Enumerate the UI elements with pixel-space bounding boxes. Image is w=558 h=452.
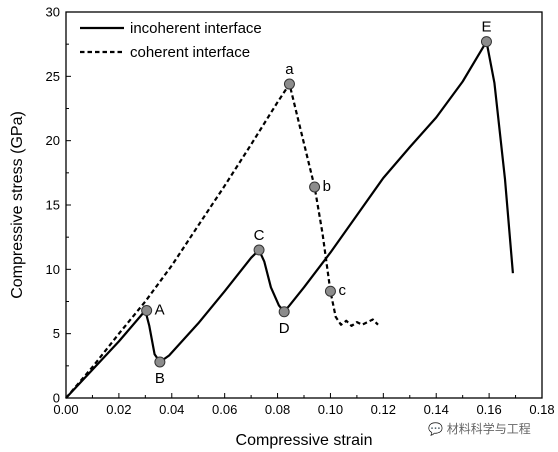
marker-point (309, 181, 321, 193)
wechat-icon: 💬 (428, 422, 443, 436)
marker-point (141, 305, 153, 317)
y-tick-label: 20 (46, 133, 60, 148)
marker-point (324, 285, 336, 297)
x-tick-label: 0.18 (529, 402, 554, 417)
point-label: B (155, 370, 165, 387)
x-tick-label: 0.10 (318, 402, 343, 417)
y-tick-label: 15 (46, 198, 60, 213)
series-layer (65, 40, 514, 399)
x-tick-label: 0.16 (476, 402, 501, 417)
x-tick-label: 0.14 (424, 402, 449, 417)
point-label: a (285, 61, 294, 78)
legend-label: incoherent interface (130, 20, 262, 37)
point-label: c (338, 282, 346, 299)
series-line-incoherent (65, 40, 514, 399)
x-tick-label: 0.06 (212, 402, 237, 417)
y-tick-label: 30 (46, 5, 60, 20)
marker-point (480, 36, 492, 48)
x-tick-label: 0.08 (265, 402, 290, 417)
point-label: C (254, 227, 265, 244)
point-label: E (481, 19, 491, 36)
x-tick-label: 0.02 (106, 402, 131, 417)
y-tick-label: 25 (46, 69, 60, 84)
series-line-coherent (65, 83, 379, 399)
point-label: b (323, 178, 331, 195)
marker-point (278, 306, 290, 318)
y-axis: 0 5 10 15 20 25 30 (46, 5, 71, 406)
watermark: 💬 材料科学与工程 (428, 420, 531, 437)
marker-point (283, 78, 295, 90)
y-tick-label: 0 (53, 391, 60, 406)
marker-point (154, 356, 166, 368)
y-tick-label: 5 (53, 326, 60, 341)
watermark-text: 材料科学与工程 (446, 422, 531, 436)
y-axis-title: Compressive stress (GPa) (9, 111, 26, 299)
marker-layer: A B C D Ea b c (141, 19, 492, 387)
x-tick-label: 0.04 (159, 402, 184, 417)
marker-point (253, 244, 265, 256)
point-label: D (279, 320, 290, 337)
legend-label: coherent interface (130, 44, 250, 61)
x-axis: 0.00 0.02 0.04 0.06 0.08 0.10 0.12 0.14 0.16 0.18 (53, 393, 555, 417)
x-tick-label: 0.12 (371, 402, 396, 417)
legend: incoherent interface coherent interface (80, 20, 262, 61)
point-label: A (155, 302, 165, 319)
x-axis-title: Compressive strain (236, 432, 373, 449)
y-tick-label: 10 (46, 262, 60, 277)
x-tick-label: 0.00 (53, 402, 78, 417)
